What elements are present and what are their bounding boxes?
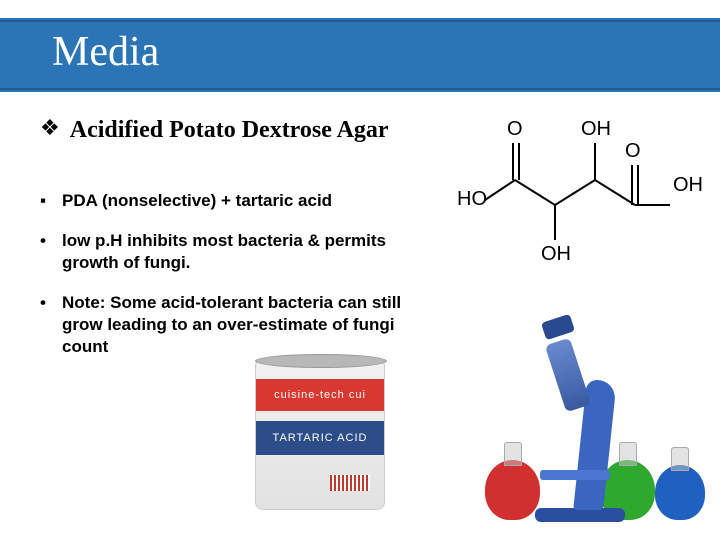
list-item: • low p.H inhibits most bacteria & permi…: [40, 230, 440, 274]
can-brand-band: cuisine-tech cui: [256, 379, 384, 411]
diamond-bullet-icon: ❖: [40, 115, 60, 141]
subtitle-text: Acidified Potato Dextrose Agar: [70, 115, 389, 145]
can-lid: [255, 354, 387, 368]
microscope-image: [485, 310, 705, 530]
molecule-label: O: [625, 140, 641, 162]
molecule-label: HO: [457, 188, 487, 210]
list-item: • Note: Some acid-tolerant bacteria can …: [40, 292, 440, 358]
molecule-structure-icon: HO O OH OH O OH: [455, 105, 705, 265]
list-item: ▪ PDA (nonselective) + tartaric acid: [40, 190, 440, 212]
bullet-list: ▪ PDA (nonselective) + tartaric acid • l…: [40, 190, 440, 377]
bullet-text: low p.H inhibits most bacteria & permits…: [62, 230, 440, 274]
flask-blue-icon: [655, 465, 705, 520]
can-product-band: TARTARIC ACID: [256, 421, 384, 455]
molecule-label: OH: [541, 243, 571, 265]
bullet-text: PDA (nonselective) + tartaric acid: [62, 190, 332, 212]
square-bullet-icon: ▪: [40, 190, 62, 212]
bullet-text: Note: Some acid-tolerant bacteria can st…: [62, 292, 440, 358]
microscope-base: [535, 508, 625, 522]
subtitle-row: ❖ Acidified Potato Dextrose Agar: [40, 115, 410, 145]
product-can-image: cuisine-tech cui TARTARIC ACID: [245, 360, 395, 530]
dot-bullet-icon: •: [40, 230, 62, 252]
can-body: cuisine-tech cui TARTARIC ACID: [255, 360, 385, 510]
flask-red-icon: [485, 460, 540, 520]
molecule-label: O: [507, 118, 523, 140]
microscope-eyepiece: [541, 314, 575, 340]
dot-bullet-icon: •: [40, 292, 62, 314]
microscope-stage: [540, 470, 610, 480]
molecule-label: OH: [673, 174, 703, 196]
page-title: Media: [52, 28, 159, 76]
barcode-icon: [330, 475, 370, 491]
molecule-label: OH: [581, 118, 611, 140]
microscope-tube: [545, 338, 591, 413]
